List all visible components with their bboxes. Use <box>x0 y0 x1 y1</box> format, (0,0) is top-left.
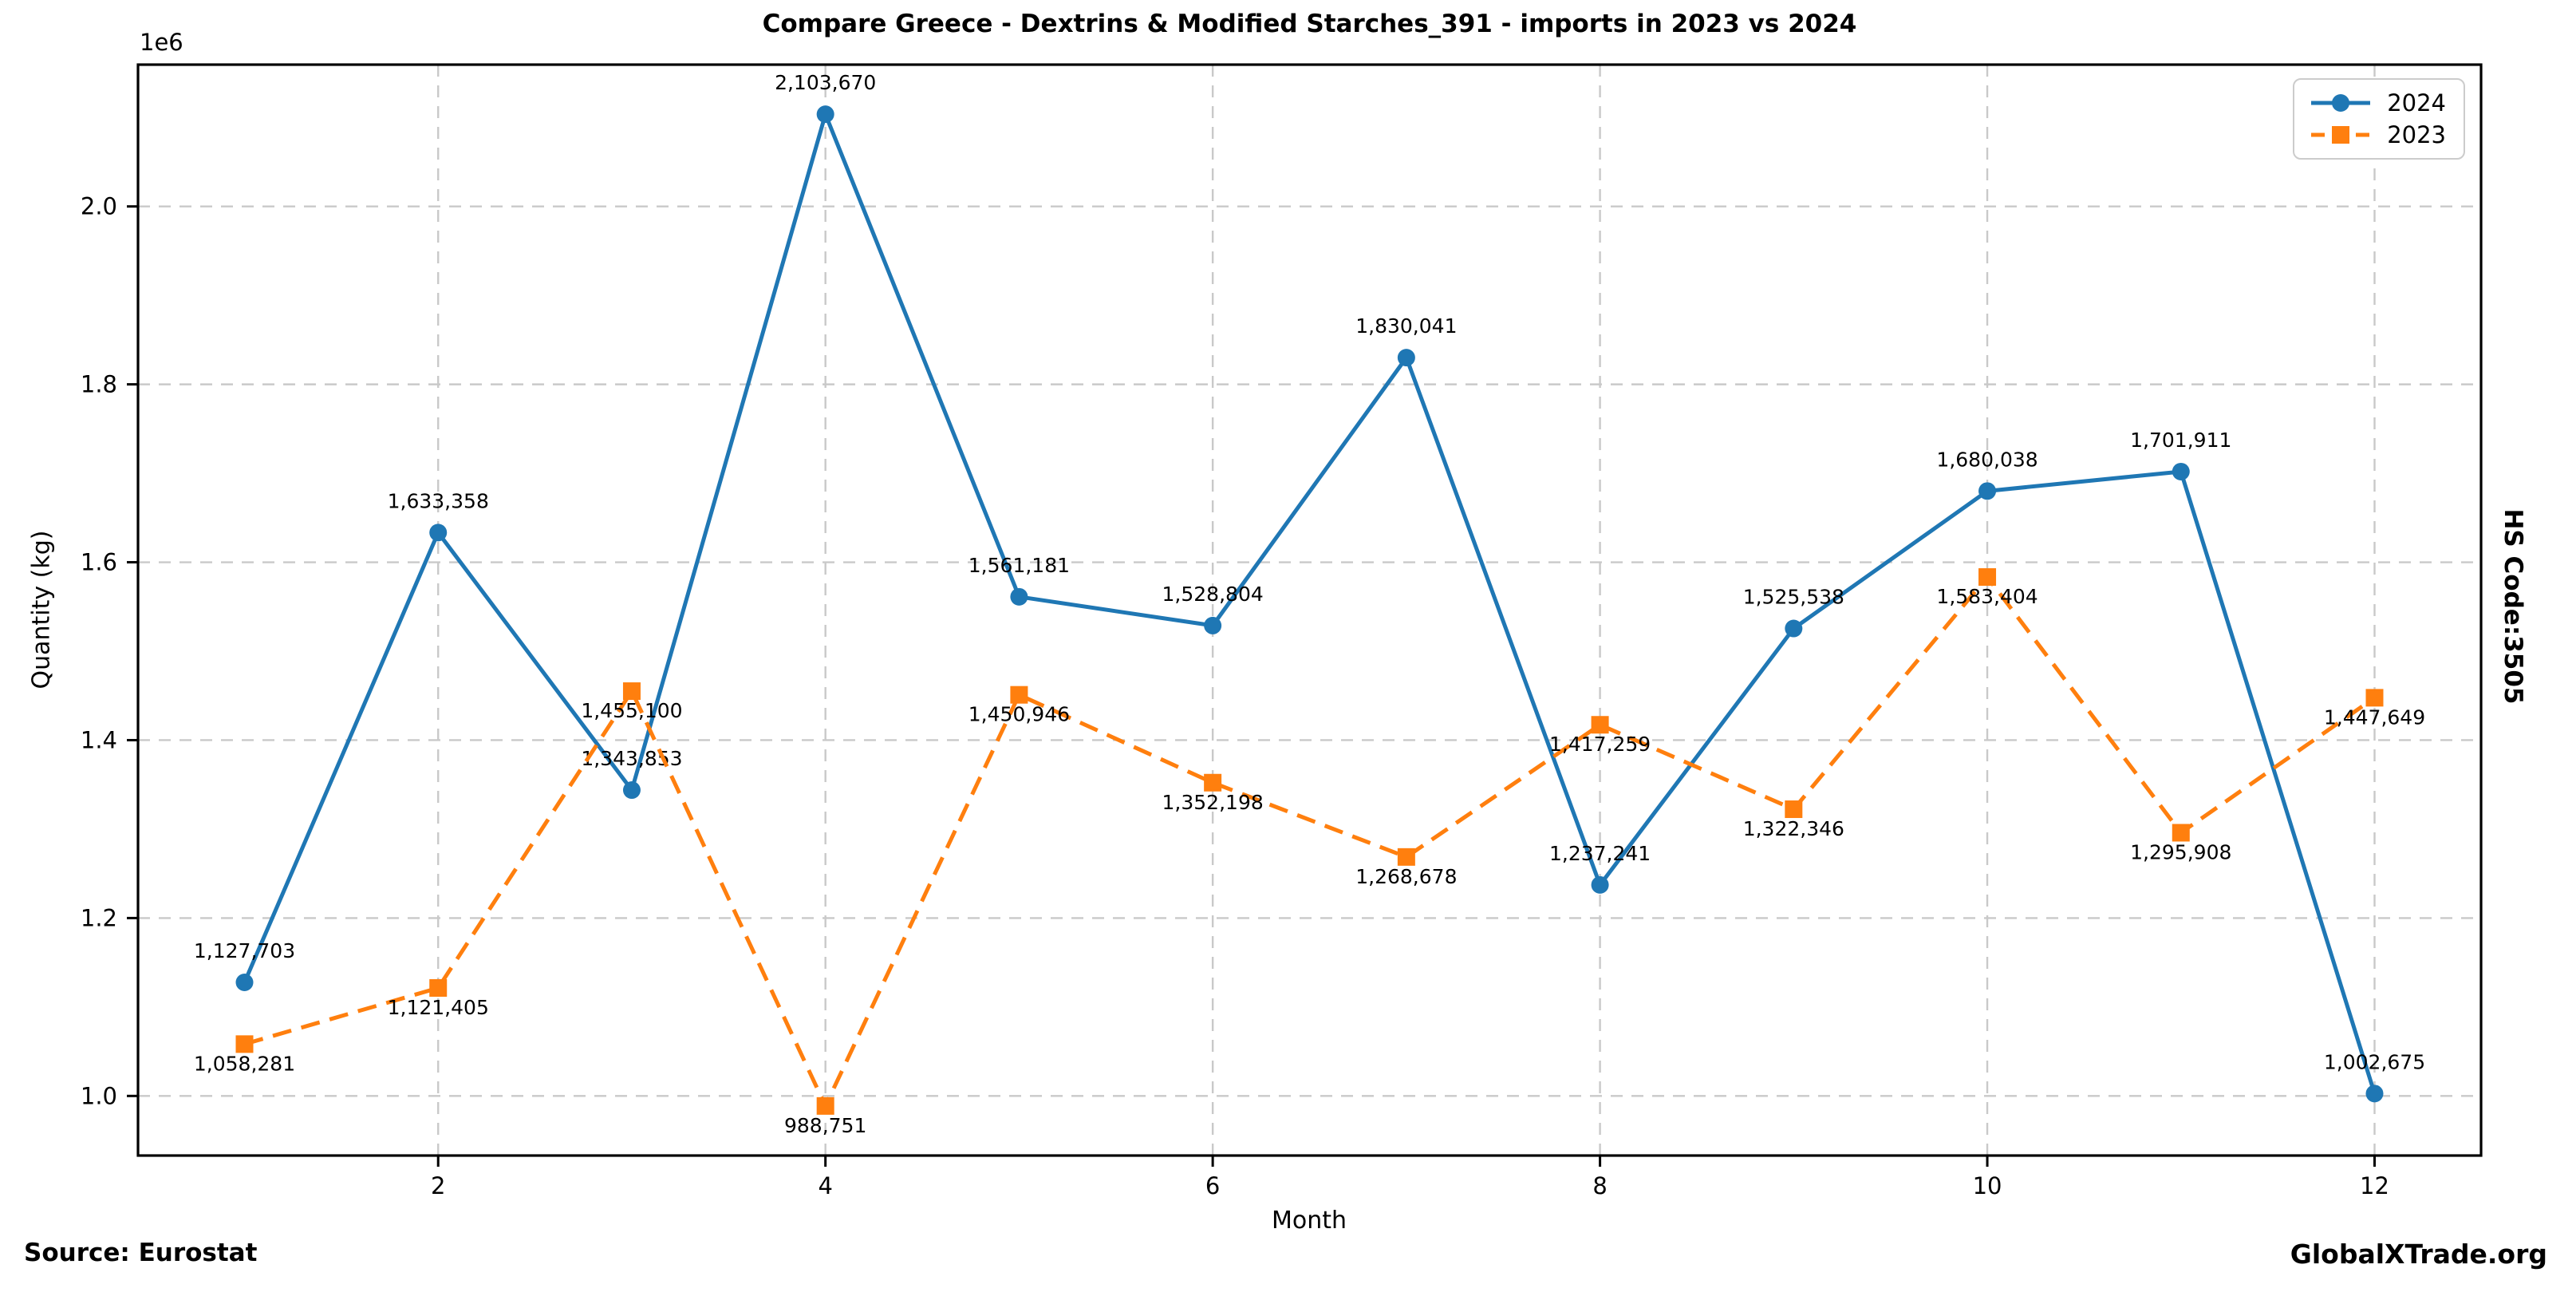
legend-label-2023: 2023 <box>2387 121 2446 148</box>
data-marker-2024 <box>1591 875 1609 894</box>
y-axis-offset-label: 1e6 <box>140 29 183 56</box>
point-label-2024: 1,701,911 <box>2130 429 2231 452</box>
data-marker-2024 <box>1204 616 1222 634</box>
data-marker-2024 <box>1785 619 1803 638</box>
data-marker-2023 <box>816 1096 834 1115</box>
data-marker-2024 <box>1397 349 1415 367</box>
data-marker-2023 <box>622 682 641 701</box>
y-tick-label: 1.0 <box>81 1082 117 1109</box>
data-marker-2024 <box>1978 482 1997 500</box>
watermark-link: GlobalXTrade.org <box>2290 1239 2547 1270</box>
point-label-2024: 1,830,041 <box>1355 314 1457 338</box>
data-marker-2023 <box>1397 848 1415 866</box>
series-line-2023 <box>243 575 2376 1108</box>
legend-swatch-2024-icon <box>2311 94 2371 112</box>
data-marker-2023 <box>429 979 448 998</box>
data-marker-2023 <box>2365 689 2384 707</box>
y-tick-label: 1.6 <box>81 549 117 576</box>
point-label-2024: 1,525,538 <box>1743 586 1844 609</box>
data-marker-2024 <box>2172 462 2190 480</box>
x-tick-label: 2 <box>431 1172 445 1199</box>
data-marker-2023 <box>1785 800 1803 819</box>
point-label-2024: 1,528,804 <box>1162 583 1264 606</box>
point-label-2023: 1,447,649 <box>2324 705 2425 729</box>
point-label-2023: 1,583,404 <box>1936 585 2038 608</box>
data-marker-2024 <box>816 105 834 124</box>
data-marker-2024 <box>235 973 254 991</box>
legend-marker-square <box>2332 126 2350 144</box>
y-tick-label: 1.4 <box>81 726 117 753</box>
point-label-2024: 2,103,670 <box>775 71 876 94</box>
point-label-2024: 1,343,853 <box>581 747 682 770</box>
y-tick-label: 2.0 <box>81 193 117 220</box>
data-marker-2023 <box>1978 568 1997 587</box>
point-label-2024: 1,633,358 <box>388 489 489 512</box>
source-note: Source: Eurostat <box>24 1239 258 1267</box>
legend-marker-circle <box>2332 94 2350 112</box>
legend-item-2023: 2023 <box>2309 123 2446 147</box>
x-tick-label: 8 <box>1592 1172 1607 1199</box>
point-label-2023: 1,058,281 <box>194 1052 295 1075</box>
data-marker-2023 <box>235 1035 254 1053</box>
legend-swatch-2023-icon <box>2311 126 2371 144</box>
y-tick-label: 1.8 <box>81 371 117 398</box>
point-label-2024: 1,002,675 <box>2324 1050 2425 1073</box>
chart-title: Compare Greece - Dextrins & Modified Sta… <box>762 10 1857 38</box>
data-marker-2023 <box>1010 686 1028 704</box>
point-label-2024: 1,127,703 <box>194 939 295 962</box>
x-tick-label: 10 <box>1973 1172 2002 1199</box>
point-label-2023: 1,352,198 <box>1162 791 1264 814</box>
y-tick-label: 1.2 <box>81 904 117 931</box>
data-marker-2024 <box>1010 587 1028 606</box>
x-tick-label: 6 <box>1205 1172 1220 1199</box>
point-label-2023: 1,450,946 <box>968 703 1070 726</box>
point-label-2024: 1,561,181 <box>968 554 1070 577</box>
point-label-2024: 1,680,038 <box>1936 448 2038 471</box>
legend-item-2024: 2024 <box>2309 91 2446 115</box>
data-marker-2023 <box>1591 716 1609 734</box>
data-marker-2024 <box>2365 1085 2384 1103</box>
point-label-2024: 1,237,241 <box>1549 842 1651 865</box>
x-tick-label: 12 <box>2360 1172 2389 1199</box>
data-marker-2024 <box>622 781 641 800</box>
data-marker-2024 <box>429 524 448 542</box>
point-label-2023: 1,121,405 <box>388 996 489 1019</box>
point-label-2023: 1,417,259 <box>1549 733 1651 756</box>
legend: 2024 2023 <box>2293 78 2465 160</box>
data-marker-2023 <box>1204 773 1222 792</box>
point-label-2023: 1,322,346 <box>1743 817 1844 840</box>
series-line-2024 <box>243 112 2377 1095</box>
point-label-2023: 1,295,908 <box>2130 840 2231 863</box>
point-label-2023: 988,751 <box>784 1114 866 1137</box>
x-tick-label: 4 <box>818 1172 832 1199</box>
axes-frame <box>136 63 2483 1157</box>
legend-label-2024: 2024 <box>2387 89 2446 117</box>
point-label-2023: 1,268,678 <box>1355 865 1457 888</box>
x-axis-label: Month <box>1271 1207 1347 1235</box>
data-marker-2023 <box>2172 824 2190 842</box>
point-label-2023: 1,455,100 <box>581 699 682 722</box>
